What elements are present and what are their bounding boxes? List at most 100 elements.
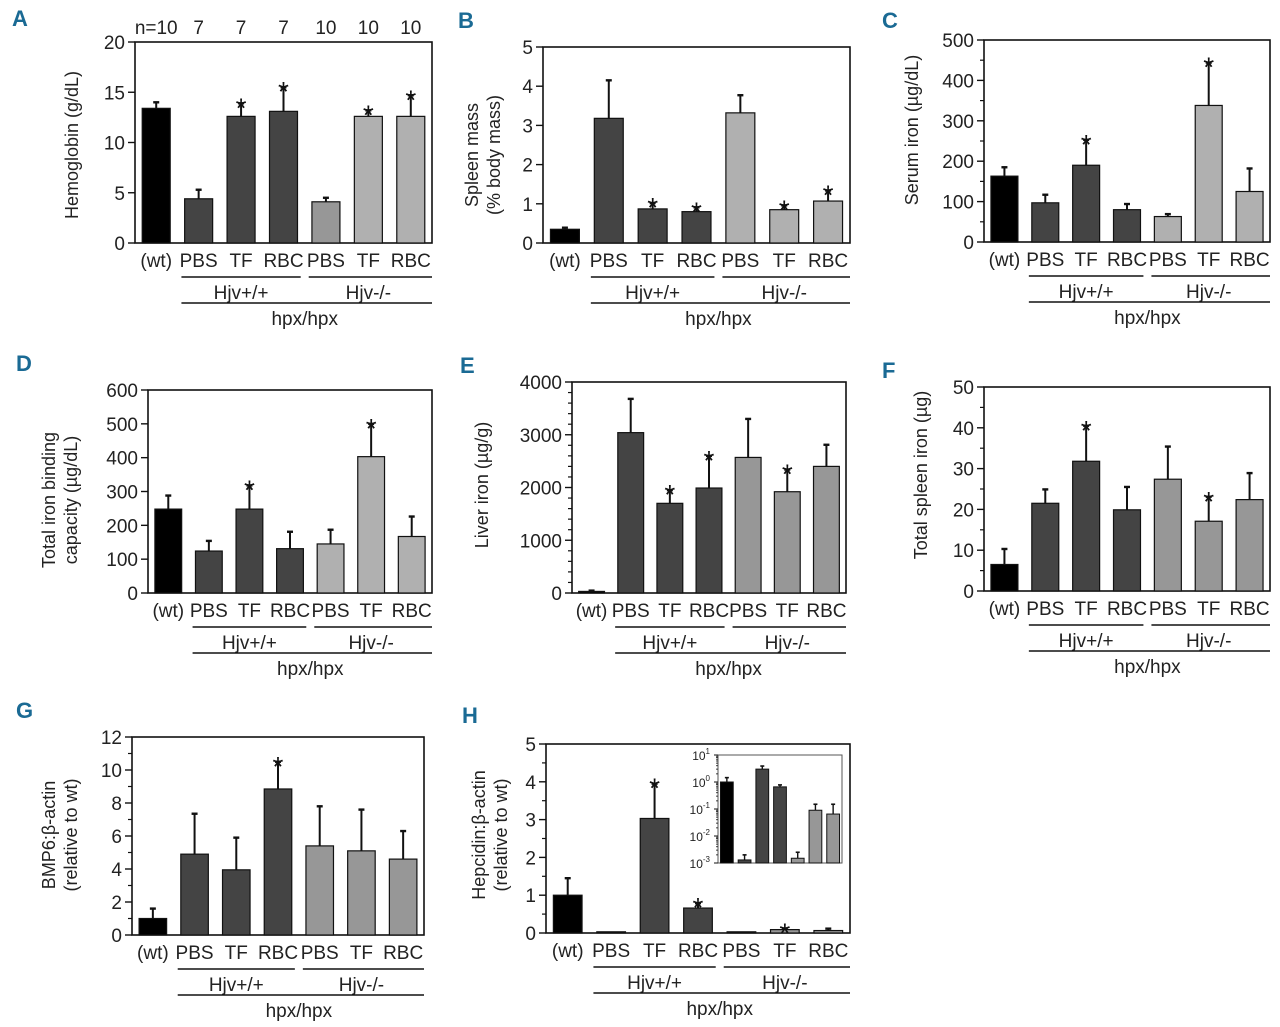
panel-f-spleen-iron: F 0 10 20 30 40 50 Total spleen iron (µg) (wt) PB… [870, 345, 1280, 690]
bar [769, 209, 800, 244]
group-label-hjv-wt: Hjv+/+ [625, 283, 680, 304]
bar [725, 112, 756, 244]
x-category-label: TF [773, 251, 796, 272]
y-tick-label: 8 [111, 794, 122, 815]
y-tick-label: 300 [106, 483, 138, 504]
y-tick-label: 10 [101, 761, 122, 782]
x-category-label: (wt) [552, 941, 584, 962]
y-tick-label: 200 [106, 516, 138, 537]
x-category-label: (wt) [137, 943, 169, 964]
x-category-label: (wt) [989, 599, 1021, 620]
y-tick-label: 0 [963, 233, 974, 254]
bar [154, 508, 183, 594]
x-category-label: RBC [270, 601, 310, 622]
y-tick-label: 5 [525, 735, 536, 756]
inset-tick-exp: 0 [706, 774, 711, 783]
significance-star: * [779, 194, 790, 225]
x-category-label: TF [360, 601, 383, 622]
inset-tick-exp: -3 [703, 855, 711, 864]
x-category-label: RBC [806, 601, 846, 622]
bar [268, 110, 299, 244]
x-category-label: PBS [180, 251, 218, 272]
significance-star: * [647, 192, 658, 223]
x-category-label: PBS [729, 601, 767, 622]
y-tick-label: 500 [942, 31, 974, 52]
inset-y-tick-label: 10-2 [690, 828, 711, 844]
y-tick-label: 3000 [520, 426, 562, 447]
bar [397, 535, 426, 594]
x-category-label: TF [1075, 250, 1098, 271]
y-tick-label: 30 [953, 460, 974, 481]
panel-c-serum-iron: C 0 100 200 300 400 500 Serum iron (µg/dL) (wt) P… [870, 0, 1280, 345]
group-label-hpx: hpx/hpx [695, 659, 762, 680]
bar [990, 563, 1019, 592]
x-category-label: TF [643, 941, 666, 962]
n-label: 10 [315, 18, 336, 39]
bar [990, 175, 1019, 243]
panel-letter: A [12, 6, 28, 31]
group-label-hjv-wt: Hjv+/+ [209, 975, 264, 996]
y-axis-label-line: Total iron binding [39, 432, 59, 568]
y-tick-label: 400 [942, 71, 974, 92]
bar [593, 117, 624, 244]
x-category-label: RBC [689, 601, 729, 622]
x-category-label: TF [1075, 599, 1098, 620]
y-axis-label: Serum iron (µg/dL) [902, 55, 922, 205]
y-tick-label: 0 [522, 234, 533, 255]
x-category-label: RBC [391, 251, 431, 272]
bar [726, 931, 757, 934]
inset-bar [790, 857, 805, 864]
x-category-label: TF [357, 251, 380, 272]
bar [812, 200, 844, 244]
x-category-label: PBS [722, 941, 760, 962]
inset-bar [737, 859, 752, 864]
inset-tick-base: 10 [690, 857, 704, 871]
x-category-label: TF [229, 251, 252, 272]
bar [813, 929, 844, 934]
bar [1194, 520, 1223, 592]
y-tick-label: 6 [111, 827, 122, 848]
inset-tick-base: 10 [690, 830, 704, 844]
y-tick-label: 0 [963, 582, 974, 603]
inset-y-tick-label: 101 [692, 747, 710, 763]
x-category-label: PBS [592, 941, 630, 962]
y-axis-label-line: Liver iron (µg/g) [472, 422, 492, 548]
inset-bar [719, 781, 734, 864]
significance-star: * [704, 445, 715, 476]
y-axis-label-line: Serum iron (µg/dL) [902, 55, 922, 205]
x-category-label: RBC [392, 601, 432, 622]
n-label: 7 [236, 18, 247, 39]
y-tick-label: 10 [104, 134, 125, 155]
bar [347, 850, 376, 936]
y-axis-label-line: Hemoglobin (g/dL) [62, 71, 82, 219]
bar [637, 208, 668, 244]
group-label-hjv-ko: Hjv-/- [762, 283, 807, 304]
inset-bar [826, 813, 841, 864]
x-category-label: RBC [1107, 599, 1147, 620]
y-tick-label: 100 [106, 550, 138, 571]
group-label-hjv-ko: Hjv-/- [348, 633, 393, 654]
x-category-label: TF [641, 251, 664, 272]
y-tick-label: 0 [551, 584, 562, 605]
x-category-label: PBS [301, 943, 339, 964]
panel-a-hemoglobin: A 0 5 10 15 20 Hemoglobin (g/dL) (wt) n=10 PBS 7 * T… [0, 0, 440, 345]
y-tick-label: 0 [111, 926, 122, 947]
group-label-hpx: hpx/hpx [1114, 308, 1181, 329]
y-tick-label: 100 [942, 193, 974, 214]
x-category-label: TF [225, 943, 248, 964]
group-label-hpx: hpx/hpx [686, 999, 753, 1020]
significance-star: * [1203, 52, 1214, 83]
group-label-hjv-wt: Hjv+/+ [214, 283, 269, 304]
bar [617, 432, 645, 594]
x-category-label: PBS [612, 601, 650, 622]
bar [141, 107, 171, 244]
n-label: n=10 [135, 18, 178, 39]
x-category-label: RBC [808, 941, 848, 962]
bar [812, 465, 840, 594]
panel-letter: G [16, 698, 33, 723]
y-tick-label: 40 [953, 419, 974, 440]
x-category-label: RBC [1230, 599, 1270, 620]
bar [353, 115, 383, 244]
